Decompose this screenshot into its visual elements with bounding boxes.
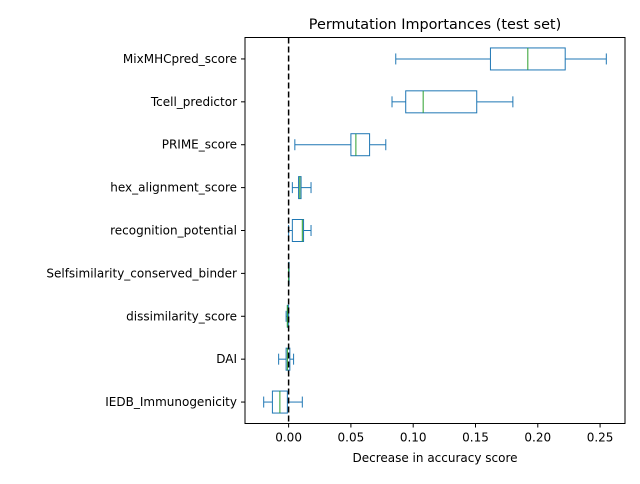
box (405, 90, 478, 114)
x-tick-label: 0.15 (462, 431, 489, 445)
plot-area-frame (244, 37, 626, 424)
category-label: hex_alignment_score (110, 181, 237, 195)
x-axis-label: Decrease in accuracy score (352, 451, 517, 465)
category-label: dissimilarity_score (126, 309, 237, 323)
category-label: Selfsimilarity_conserved_binder (46, 266, 237, 280)
chart-title: Permutation Importances (test set) (309, 17, 561, 33)
box (350, 133, 371, 157)
category-label: DAI (216, 352, 237, 366)
x-tick-label: 0.25 (587, 431, 614, 445)
plot-layer: 0.00 0.05 0.10 0.15 0.20 0.25 MixMHCpred_score… (46, 37, 614, 445)
box (291, 219, 305, 242)
x-tick-label: 0.05 (338, 431, 365, 445)
category-label: MixMHCpred_score (123, 52, 237, 66)
x-tick-label: 0.00 (275, 431, 302, 445)
category-label: PRIME_score (162, 138, 237, 152)
category-label: Tcell_predictor (150, 95, 237, 109)
category-label: recognition_potential (110, 224, 237, 238)
x-tick-label: 0.10 (400, 431, 427, 445)
x-tick-label: 0.20 (524, 431, 551, 445)
category-label: IEDB_Immunogenicity (105, 395, 237, 409)
